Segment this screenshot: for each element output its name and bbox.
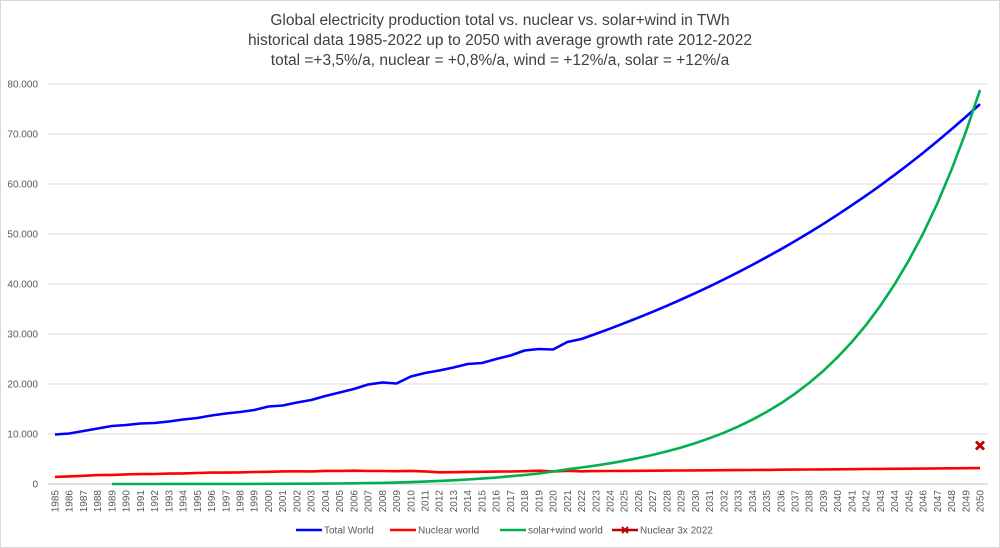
x-tick-label: 2023 bbox=[591, 490, 602, 513]
x-tick-label: 1993 bbox=[164, 490, 175, 513]
x-tick-label: 2031 bbox=[705, 490, 716, 513]
y-tick-label: 30.000 bbox=[7, 330, 38, 341]
x-tick-label: 2040 bbox=[833, 490, 844, 513]
x-tick-label: 2008 bbox=[378, 490, 389, 513]
x-tick-label: 2018 bbox=[520, 490, 531, 513]
x-tick-label: 2014 bbox=[463, 490, 474, 513]
x-tick-label: 2012 bbox=[435, 490, 446, 513]
series-line-nuclear-world bbox=[54, 466, 981, 479]
x-tick-label: 2048 bbox=[947, 490, 958, 513]
x-tick-label: 2021 bbox=[563, 490, 574, 513]
y-tick-label: 50.000 bbox=[7, 230, 38, 241]
x-tick-label: 1999 bbox=[250, 490, 261, 513]
x-tick-label: 2049 bbox=[961, 490, 972, 513]
nuclear-3x-2022-marker bbox=[975, 440, 985, 451]
x-tick-label: 2004 bbox=[321, 490, 332, 513]
x-tick-label: 2003 bbox=[307, 490, 318, 513]
legend-label: solar+wind world bbox=[528, 526, 603, 537]
y-tick-label: 0 bbox=[32, 480, 38, 491]
x-tick-label: 2013 bbox=[449, 490, 460, 513]
y-tick-label: 20.000 bbox=[7, 380, 38, 391]
x-tick-label: 2043 bbox=[876, 490, 887, 513]
x-tick-label: 2002 bbox=[292, 490, 303, 513]
y-tick-label: 80.000 bbox=[7, 80, 38, 91]
title-line-2: historical data 1985-2022 up to 2050 wit… bbox=[247, 32, 753, 49]
series-line-total-world bbox=[54, 103, 981, 436]
x-tick-label: 2047 bbox=[933, 490, 944, 513]
x-tick-label: 2020 bbox=[549, 490, 560, 513]
x-tick-label: 1990 bbox=[122, 490, 133, 513]
y-tick-label: 70.000 bbox=[7, 130, 38, 141]
y-tick-label: 60.000 bbox=[7, 180, 38, 191]
x-tick-label: 2028 bbox=[662, 490, 673, 513]
legend-label: Nuclear 3x 2022 bbox=[640, 526, 713, 537]
x-tick-label: 2034 bbox=[748, 490, 759, 513]
x-tick-label: 2011 bbox=[421, 490, 432, 512]
x-tick-label: 2050 bbox=[976, 490, 987, 513]
legend-label: Total World bbox=[324, 526, 374, 537]
chart-title: Global electricity production total vs. … bbox=[0, 11, 1000, 71]
x-tick-label: 2001 bbox=[278, 490, 289, 513]
title-line-3: total =+3,5%/a, nuclear = +0,8%/a, wind … bbox=[270, 52, 730, 69]
x-tick-label: 2000 bbox=[264, 490, 275, 513]
x-tick-label: 2005 bbox=[335, 490, 346, 513]
x-mark-stroke bbox=[975, 440, 985, 451]
x-tick-label: 1987 bbox=[79, 490, 90, 513]
x-tick-label: 2041 bbox=[847, 490, 858, 513]
y-tick-label: 10.000 bbox=[7, 430, 38, 441]
x-tick-label: 2037 bbox=[791, 490, 802, 513]
x-tick-label: 1997 bbox=[221, 490, 232, 513]
series-line-solar-wind-world bbox=[111, 89, 982, 486]
x-tick-label: 1996 bbox=[207, 490, 218, 513]
x-tick-label: 1986 bbox=[65, 490, 76, 513]
x-tick-label: 2006 bbox=[349, 490, 360, 513]
x-tick-label: 2024 bbox=[606, 490, 617, 513]
x-tick-label: 2039 bbox=[819, 490, 830, 513]
x-tick-label: 2046 bbox=[919, 490, 930, 513]
legend-label: Nuclear world bbox=[418, 526, 479, 537]
x-tick-label: 2009 bbox=[392, 490, 403, 513]
x-tick-label: 2044 bbox=[890, 490, 901, 513]
title-line-1: Global electricity production total vs. … bbox=[270, 12, 730, 29]
x-tick-label: 2019 bbox=[534, 490, 545, 513]
x-tick-label: 2045 bbox=[904, 490, 915, 513]
x-tick-label: 1991 bbox=[136, 490, 147, 513]
x-tick-label: 2032 bbox=[719, 490, 730, 513]
x-tick-label: 2029 bbox=[677, 490, 688, 513]
x-tick-label: 2017 bbox=[506, 490, 517, 513]
x-tick-label: 2015 bbox=[477, 490, 488, 513]
x-tick-label: 2033 bbox=[734, 490, 745, 513]
x-tick-label: 2026 bbox=[634, 490, 645, 513]
x-tick-label: 2016 bbox=[492, 490, 503, 513]
x-tick-label: 2010 bbox=[406, 490, 417, 513]
x-tick-label: 2027 bbox=[648, 490, 659, 513]
x-tick-label: 1988 bbox=[93, 490, 104, 513]
legend-x-marker-icon bbox=[621, 526, 629, 534]
x-tick-label: 2035 bbox=[762, 490, 773, 513]
x-tick-label: 1985 bbox=[51, 490, 62, 513]
x-tick-label: 1989 bbox=[107, 490, 118, 513]
x-tick-label: 2007 bbox=[364, 490, 375, 513]
x-tick-label: 2022 bbox=[577, 490, 588, 513]
x-tick-label: 1992 bbox=[150, 490, 161, 513]
x-tick-label: 2036 bbox=[776, 490, 787, 513]
x-tick-label: 1994 bbox=[179, 490, 190, 513]
x-tick-label: 2038 bbox=[805, 490, 816, 513]
x-tick-label: 1998 bbox=[236, 490, 247, 513]
y-tick-label: 40.000 bbox=[7, 280, 38, 291]
x-tick-label: 2042 bbox=[862, 490, 873, 513]
x-tick-label: 1995 bbox=[193, 490, 204, 513]
x-tick-label: 2030 bbox=[691, 490, 702, 513]
x-tick-label: 2025 bbox=[620, 490, 631, 513]
